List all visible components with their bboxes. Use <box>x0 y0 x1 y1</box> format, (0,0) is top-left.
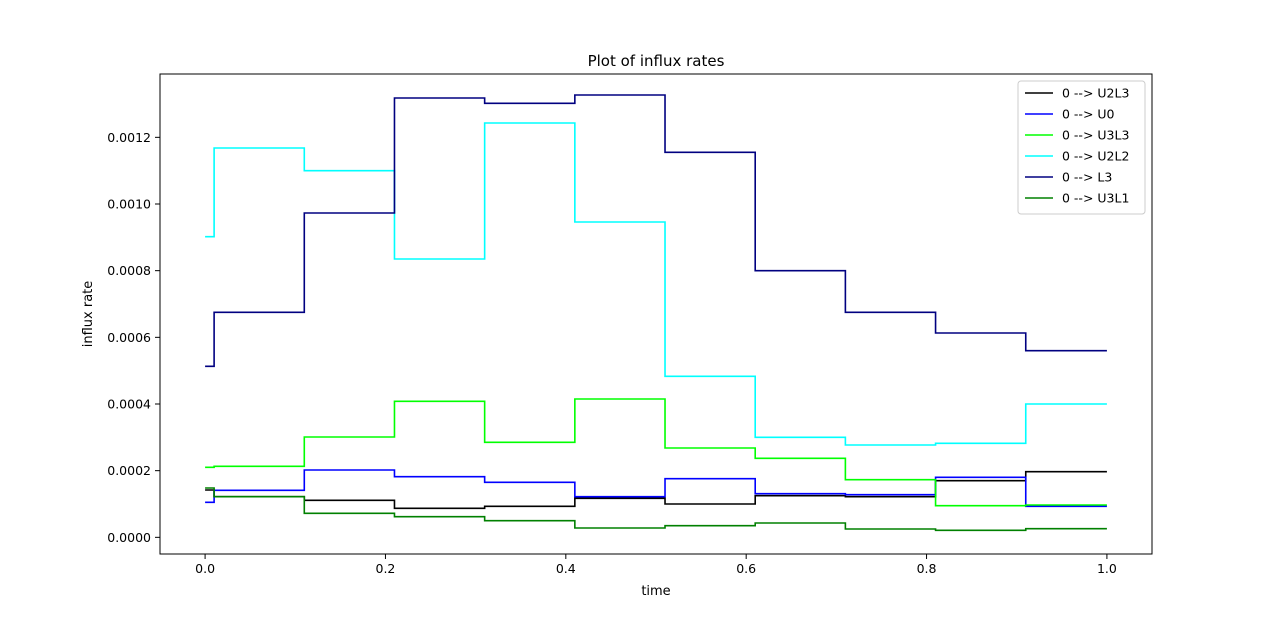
y-axis-label: influx rate <box>81 281 96 348</box>
y-tick-label: 0.0002 <box>107 463 151 478</box>
y-tick-label: 0.0004 <box>107 397 151 412</box>
y-tick-label: 0.0006 <box>107 330 151 345</box>
legend-label: 0 --> U3L1 <box>1062 191 1129 206</box>
legend: 0 --> U2L3 0 --> U0 0 --> U3L3 0 --> U2L2 0 … <box>1017 80 1146 215</box>
x-axis: 0.0 0.2 0.4 0.6 0.8 1.0 <box>195 554 1117 576</box>
x-tick-label: 1.0 <box>1097 561 1117 576</box>
x-tick-label: 0.4 <box>556 561 576 576</box>
x-tick-label: 0.6 <box>736 561 756 576</box>
x-axis-label: time <box>641 584 670 599</box>
series-layer <box>205 94 1107 532</box>
x-tick-label: 0.0 <box>195 561 215 576</box>
legend-label: 0 --> U3L3 <box>1062 128 1129 143</box>
chart-title: Plot of influx rates <box>588 52 725 70</box>
plot-frame <box>159 73 1153 555</box>
x-tick-label: 0.8 <box>917 561 937 576</box>
series-line <box>205 94 1107 368</box>
legend-label: 0 --> L3 <box>1062 170 1112 185</box>
y-tick-label: 0.0008 <box>107 263 151 278</box>
y-tick-label: 0.0010 <box>107 197 151 212</box>
y-tick-label: 0.0000 <box>107 530 151 545</box>
series-line <box>205 398 1107 507</box>
legend-label: 0 --> U2L3 <box>1062 86 1129 101</box>
y-tick-label: 0.0012 <box>107 130 151 145</box>
series-line <box>205 122 1107 446</box>
legend-label: 0 --> U2L2 <box>1062 149 1129 164</box>
series-line <box>205 487 1107 532</box>
y-axis: 0.0000 0.0002 0.0004 0.0006 0.0008 0.0010 0.00… <box>107 130 160 545</box>
legend-label: 0 --> U0 <box>1062 107 1115 122</box>
x-tick-label: 0.2 <box>376 561 396 576</box>
